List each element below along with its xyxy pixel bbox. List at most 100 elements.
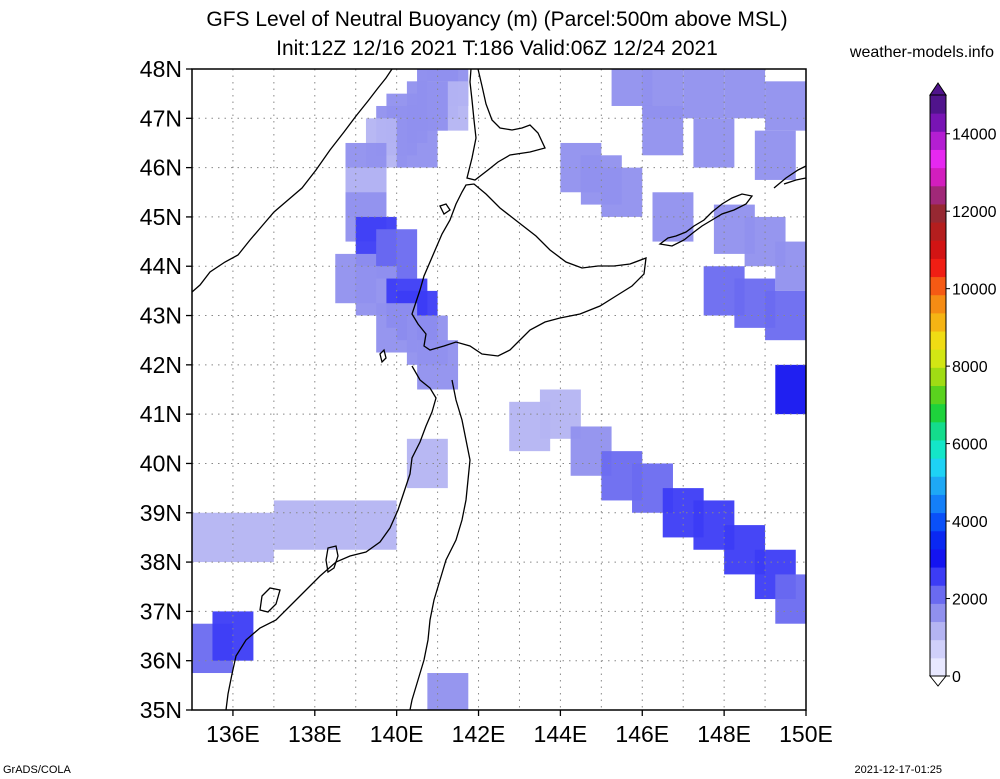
- latitude-tick-label: 41N: [140, 401, 182, 427]
- coastline-sado-island: [325, 545, 339, 574]
- colorbar-frame: [929, 94, 947, 677]
- colorbar-segment: [930, 494, 946, 514]
- colorbar-segment: [930, 458, 946, 477]
- colorbar-segment: [930, 113, 946, 132]
- longitude-tick-label: 146E: [615, 721, 669, 747]
- coastline-kurils-east: [783, 177, 806, 185]
- colorbar-label: 12000: [952, 204, 997, 221]
- colorbar-segment: [930, 222, 946, 241]
- lnb-cell: [314, 500, 356, 550]
- colorbar-segment: [930, 512, 946, 532]
- lnb-cell: [693, 118, 735, 168]
- colorbar-segment: [930, 185, 946, 205]
- colorbar-segment: [930, 276, 946, 296]
- coastline-noto: [259, 587, 281, 613]
- coastline-okushiri: [379, 348, 387, 364]
- colorbar-segment: [930, 621, 946, 641]
- lnb-cell: [754, 130, 796, 180]
- colorbar-segment: [930, 95, 946, 114]
- colorbar-segment: [930, 657, 946, 677]
- latitude-tick-label: 39N: [140, 500, 182, 526]
- longitude-tick-label: 150E: [779, 721, 833, 747]
- colorbar-segment: [930, 131, 946, 150]
- colorbar-label: 0: [952, 669, 961, 686]
- coastline-hokkaido: [411, 183, 647, 357]
- latitude-tick-label: 40N: [140, 450, 182, 476]
- colorbar-segment: [930, 639, 946, 659]
- map-title-line2: Init:12Z 12/16 2021 T:186 Valid:06Z 12/2…: [276, 37, 718, 60]
- site-credit: weather-models.info: [849, 44, 994, 61]
- lnb-cell: [355, 500, 397, 550]
- colorbar: 0 2000 4000 6000 8000 10000 12000 14000: [928, 82, 997, 687]
- lnb-cell: [396, 118, 438, 168]
- longitude-tick-label: 136E: [206, 721, 260, 747]
- colorbar-segment: [930, 312, 946, 332]
- latitude-labels: 48N 47N 46N 45N 44N 43N 42N 41N 40N 39N 38N 37N 36N 3…: [140, 56, 192, 723]
- longitude-tick-label: 144E: [534, 721, 588, 747]
- longitude-tick-label: 138E: [288, 721, 342, 747]
- coastline-sakhalin: [466, 69, 546, 181]
- colorbar-label: 2000: [952, 592, 988, 609]
- colorbar-segment: [930, 240, 946, 259]
- coastline-kurils: [658, 193, 754, 247]
- latitude-tick-label: 37N: [140, 598, 182, 624]
- lnb-cell: [775, 574, 806, 624]
- colorbar-segment: [930, 585, 946, 604]
- latitude-tick-label: 42N: [140, 352, 182, 378]
- latitude-tick-label: 47N: [140, 105, 182, 131]
- latitude-tick-label: 38N: [140, 549, 182, 575]
- lnb-cell: [192, 512, 233, 563]
- colorbar-segment: [930, 439, 946, 459]
- latitude-tick-label: 48N: [140, 56, 182, 82]
- longitude-tick-label: 148E: [697, 721, 751, 747]
- coastline-rishiri: [439, 203, 451, 215]
- colorbar-segment: [930, 167, 946, 187]
- colorbar-segment: [930, 476, 946, 495]
- colorbar-segment: [930, 567, 946, 586]
- lnb-cell: [509, 401, 551, 452]
- latitude-tick-label: 44N: [140, 253, 182, 279]
- lnb-cell: [232, 512, 274, 563]
- software-credit: GrADS/COLA: [3, 764, 71, 776]
- colorbar-segment: [930, 530, 946, 550]
- colorbar-segment: [930, 149, 946, 169]
- coastline-honshu-pacific: [409, 379, 471, 710]
- gridlines: [192, 69, 806, 710]
- colorbar-segment: [930, 548, 946, 568]
- latitude-tick-label: 45N: [140, 204, 182, 230]
- coastline-layer: [192, 69, 806, 710]
- lnb-cell: [273, 500, 315, 550]
- longitude-tick-label: 140E: [370, 721, 424, 747]
- colorbar-label: 14000: [952, 127, 997, 144]
- lnb-cell: [601, 167, 643, 217]
- longitude-tick-label: 142E: [452, 721, 506, 747]
- colorbar-segment: [930, 331, 946, 350]
- latitude-tick-label: 43N: [140, 303, 182, 329]
- lnb-cell: [765, 81, 806, 131]
- latitude-tick-label: 46N: [140, 155, 182, 181]
- colorbar-segment: [930, 258, 946, 278]
- lnb-cell: [775, 364, 806, 415]
- coastline-kurils-north: [773, 165, 806, 189]
- latitude-tick-label: 35N: [140, 697, 182, 723]
- longitude-labels: 136E 138E 140E 142E 144E 146E 148E 150E: [206, 710, 833, 747]
- plot-frame: [191, 68, 807, 711]
- lnb-cell: [642, 105, 684, 156]
- colorbar-label: 6000: [952, 437, 988, 454]
- lnb-cell: [724, 69, 766, 119]
- map-title-line1: GFS Level of Neutral Buoyancy (m) (Parce…: [206, 8, 788, 31]
- colorbar-segment: [930, 349, 946, 368]
- latitude-tick-label: 36N: [140, 648, 182, 674]
- lnb-cell: [683, 69, 725, 119]
- lnb-cell: [212, 611, 254, 661]
- render-timestamp: 2021-12-17-01:25: [854, 764, 942, 776]
- colorbar-label: 8000: [952, 359, 988, 376]
- colorbar-label: 10000: [952, 282, 997, 299]
- colorbar-label: 4000: [952, 514, 988, 531]
- colorbar-segment: [930, 367, 946, 386]
- colorbar-segment: [930, 294, 946, 314]
- coastline-honshu-north: [225, 365, 437, 710]
- colorbar-segment: [930, 403, 946, 423]
